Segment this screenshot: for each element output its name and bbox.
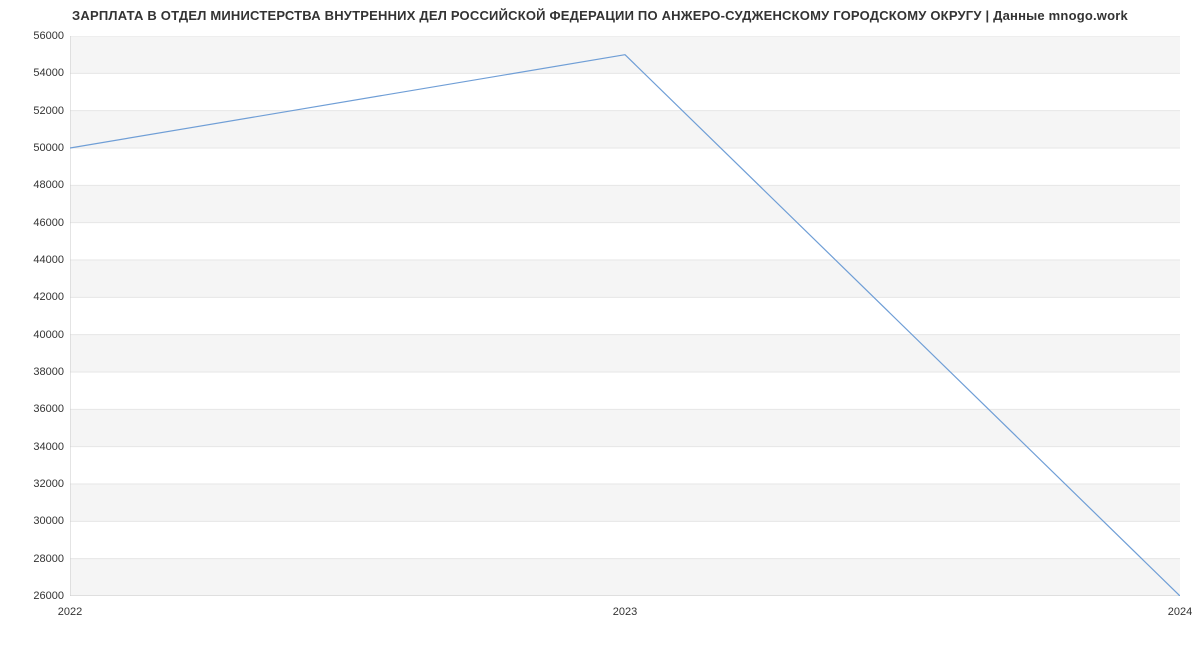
y-tick-label: 46000: [4, 217, 64, 229]
chart-container: ЗАРПЛАТА В ОТДЕЛ МИНИСТЕРСТВА ВНУТРЕННИХ…: [0, 0, 1200, 650]
y-axis-labels: 2600028000300003200034000360003800040000…: [0, 36, 70, 596]
y-tick-label: 44000: [4, 254, 64, 266]
y-tick-label: 28000: [4, 553, 64, 565]
chart-plot-area: [70, 36, 1180, 596]
x-axis-labels: 202220232024: [70, 602, 1180, 622]
y-tick-label: 54000: [4, 67, 64, 79]
y-tick-label: 42000: [4, 291, 64, 303]
y-tick-label: 36000: [4, 403, 64, 415]
y-tick-label: 50000: [4, 142, 64, 154]
x-tick-label: 2024: [1168, 606, 1192, 618]
y-tick-label: 32000: [4, 478, 64, 490]
y-tick-label: 34000: [4, 441, 64, 453]
y-tick-label: 48000: [4, 179, 64, 191]
y-tick-label: 30000: [4, 515, 64, 527]
y-tick-label: 56000: [4, 30, 64, 42]
x-tick-label: 2023: [613, 606, 637, 618]
chart-title: ЗАРПЛАТА В ОТДЕЛ МИНИСТЕРСТВА ВНУТРЕННИХ…: [0, 8, 1200, 23]
x-tick-label: 2022: [58, 606, 82, 618]
y-tick-label: 26000: [4, 590, 64, 602]
y-tick-label: 40000: [4, 329, 64, 341]
y-tick-label: 38000: [4, 366, 64, 378]
y-tick-label: 52000: [4, 105, 64, 117]
